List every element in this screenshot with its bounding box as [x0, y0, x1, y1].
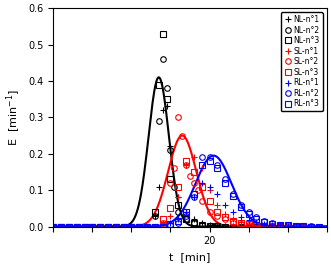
- Legend: NL-n°1, NL-n°2, NL-n°3, SL-n°1, SL-n°2, SL-n°3, RL-n°1, RL-n°2, RL-n°3: NL-n°1, NL-n°2, NL-n°3, SL-n°1, SL-n°2, …: [281, 12, 323, 111]
- Y-axis label: E  [min$^{-1}$]: E [min$^{-1}$]: [4, 89, 23, 146]
- X-axis label: t  [min]: t [min]: [169, 252, 211, 262]
